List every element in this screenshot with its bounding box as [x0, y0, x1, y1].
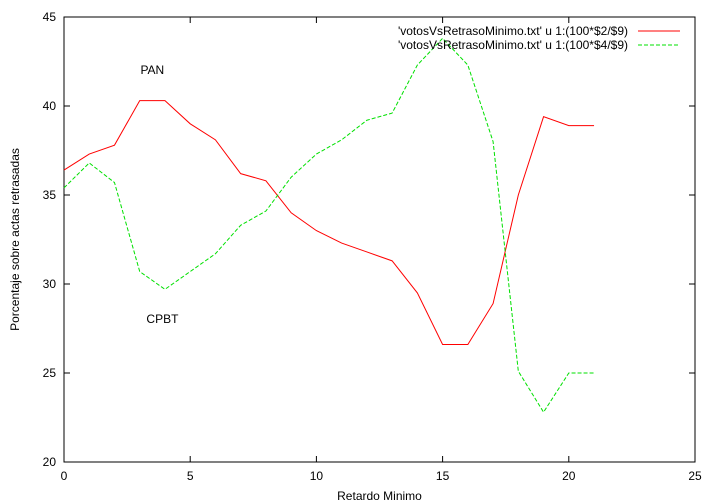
y-axis-label: Porcentaje sobre actas retrasadas — [8, 148, 22, 331]
legend-label-1: 'votosVsRetrasoMinimo.txt' u 1:(100*$2/$… — [398, 24, 628, 38]
x-tick-label: 15 — [436, 469, 450, 483]
y-tick-label: 35 — [43, 188, 57, 202]
legend-label-2: 'votosVsRetrasoMinimo.txt' u 1:(100*$4/$… — [398, 38, 628, 52]
x-tick-label: 25 — [688, 469, 702, 483]
series-line-2 — [63, 37, 595, 414]
x-tick-label: 0 — [61, 469, 68, 483]
x-tick-label: 20 — [562, 469, 576, 483]
annotation-label: CPBT — [146, 312, 179, 326]
x-tick-label: 5 — [187, 469, 194, 483]
annotation-layer: PAN CPBT — [140, 63, 179, 326]
axis-ticks: 0 5 10 15 20 25 20 25 30 35 40 45 — [43, 10, 702, 483]
y-tick-label: 25 — [43, 366, 57, 380]
x-axis-label: Retardo Minimo — [337, 489, 422, 503]
plot-frame — [63, 16, 696, 463]
annotation-label: PAN — [140, 63, 164, 77]
y-tick-label: 40 — [43, 99, 57, 113]
series-layer — [63, 37, 595, 414]
y-tick-label: 30 — [43, 277, 57, 291]
legend: 'votosVsRetrasoMinimo.txt' u 1:(100*$2/$… — [398, 24, 680, 52]
series-line-1 — [63, 100, 595, 346]
y-tick-label: 45 — [43, 10, 57, 24]
x-tick-label: 10 — [310, 469, 324, 483]
y-tick-label: 20 — [43, 455, 57, 469]
